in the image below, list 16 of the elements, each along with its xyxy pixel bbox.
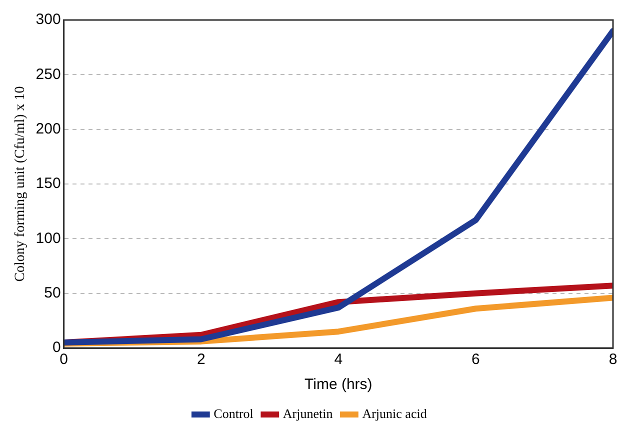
x-tick-label: 4 — [334, 351, 343, 368]
x-axis-title: Time (hrs) — [304, 376, 372, 394]
x-tick-label: 2 — [196, 351, 206, 368]
y-tick-label: 150 — [36, 175, 61, 192]
legend-label: Arjunetin — [282, 406, 334, 421]
y-tick-label: 50 — [44, 284, 61, 302]
legend-label: Control — [214, 406, 254, 421]
x-tick-label: 8 — [608, 351, 618, 368]
y-tick-label: 300 — [36, 11, 61, 28]
y-axis-title: Colony forming unit (Cfu/ml) x 10 — [13, 86, 28, 282]
x-tick-label: 6 — [472, 351, 480, 368]
y-tick-label: 200 — [36, 120, 61, 138]
legend-label: Arjunic acid — [362, 406, 428, 421]
y-tick-label: 250 — [36, 66, 61, 83]
y-tick-label: 0 — [52, 339, 61, 356]
y-tick-label: 100 — [36, 230, 61, 247]
